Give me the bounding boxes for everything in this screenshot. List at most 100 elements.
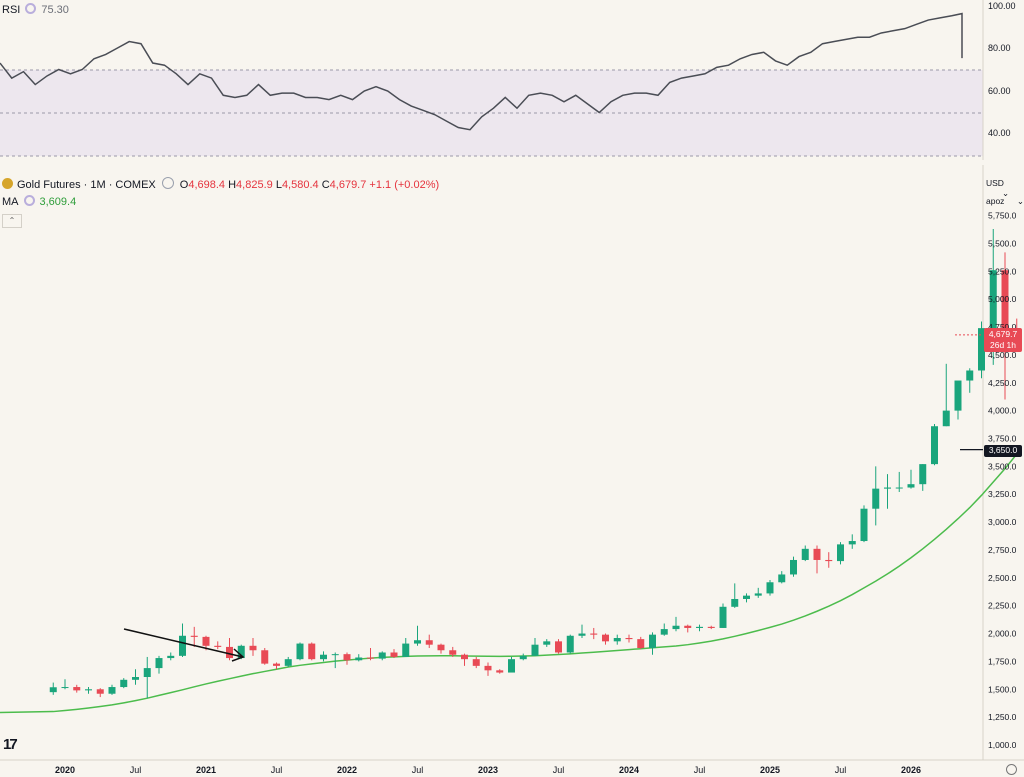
candle-body [519, 655, 527, 660]
candle [449, 646, 457, 657]
candle [931, 423, 938, 466]
candle [226, 637, 233, 661]
candle [766, 580, 774, 596]
candle [566, 634, 574, 654]
candle [484, 662, 492, 676]
candle-body [320, 654, 327, 660]
candle-body [237, 645, 245, 659]
candle [801, 545, 809, 562]
candle-body [190, 635, 198, 637]
x-tick-label: Jul [130, 765, 142, 775]
ma-line [0, 453, 1018, 714]
candle-body [378, 652, 386, 659]
ma-label: MA [2, 196, 19, 208]
y-tick-label: 3,000.0 [988, 517, 1017, 527]
candle [649, 632, 656, 655]
ohlc-change: +1.1 (+0.02%) [369, 179, 440, 191]
ohlc-open: 4,698.4 [188, 179, 226, 191]
candle [367, 648, 374, 661]
ohlc-low-label: L [275, 179, 282, 191]
candle-body [754, 593, 762, 596]
candle [848, 534, 856, 549]
candle-body [555, 641, 562, 653]
price-panel: 1,000.0 1,250.0 1,500.0 1,750.0 2,000.0 2,250… [0, 165, 1024, 775]
candle [214, 641, 222, 650]
candle [96, 688, 104, 698]
ma-value: 3,609.4 [39, 196, 77, 208]
y-tick-label: 2,000.0 [988, 629, 1017, 639]
ohlc-close-label: C [321, 179, 330, 191]
candle [343, 652, 351, 665]
scale-mode-selector[interactable]: apoz ⌄ [986, 196, 1024, 207]
candle-body [143, 668, 151, 678]
candle-body [731, 598, 739, 607]
candle-body [684, 625, 692, 628]
settings-icon[interactable] [1006, 764, 1017, 775]
trend-arrow-head[interactable] [231, 648, 245, 662]
candle [696, 624, 703, 632]
candle [707, 625, 715, 630]
candle [590, 627, 598, 640]
last-price-tag: 4,679.7 26d 1h [984, 328, 1022, 352]
rsi-tick-40: 40.00 [988, 128, 1011, 138]
symbol-title[interactable]: Gold Futures · 1M · COMEX [17, 179, 156, 191]
candle-body [566, 635, 574, 653]
candle-body [343, 654, 351, 661]
candle [966, 368, 974, 393]
candle-body [284, 659, 292, 666]
candle-body [226, 646, 233, 659]
settings-icon[interactable] [23, 195, 35, 206]
x-tick-label: Jul [553, 765, 565, 775]
tradingview-logo[interactable]: 17 [3, 736, 18, 753]
candle [61, 679, 69, 690]
level-price: 3,650.0 [988, 445, 1018, 455]
candle [860, 505, 868, 543]
candle-body [261, 650, 269, 664]
candle [273, 662, 280, 670]
candle [261, 648, 269, 665]
y-tick-label: 3,750.0 [988, 433, 1017, 443]
candle-body [96, 689, 104, 694]
x-tick-label: Jul [835, 765, 847, 775]
rsi-line [0, 12, 963, 131]
x-tick-label: Jul [694, 765, 706, 775]
collapse-legend-button[interactable]: ⌃ [2, 214, 22, 228]
candle-body [978, 328, 985, 371]
candle-body [425, 640, 433, 645]
candle [578, 624, 586, 638]
rsi-panel: 100.00 80.00 60.00 40.00 [0, 0, 1016, 160]
trend-arrow-line[interactable] [123, 628, 244, 658]
candle-body [801, 548, 809, 560]
candle-body [49, 687, 57, 693]
x-tick-label: 2025 [760, 765, 780, 775]
candle-body [543, 641, 551, 645]
candle [496, 669, 504, 674]
x-tick-label: 2024 [619, 765, 639, 775]
settings-icon[interactable] [25, 3, 37, 14]
candle-body [472, 659, 480, 666]
candle-body [931, 426, 938, 465]
x-tick-label: Jul [271, 765, 283, 775]
currency-selector[interactable]: USD ⌄ [986, 178, 1024, 199]
candle-body [884, 487, 891, 489]
candle [625, 634, 633, 643]
compare-icon[interactable] [161, 177, 174, 189]
candle [425, 634, 433, 649]
rsi-tick-60: 60.00 [988, 86, 1011, 96]
candle [602, 633, 609, 645]
candle-body [649, 634, 656, 649]
candle-body [790, 559, 797, 575]
candle [895, 471, 903, 492]
candle-body [860, 508, 868, 542]
candle-body [179, 635, 186, 656]
y-tick-label: 2,750.0 [988, 545, 1017, 555]
candle-body [848, 541, 856, 545]
candle [719, 603, 727, 628]
candle [778, 571, 786, 584]
candle [754, 587, 762, 598]
candle-body [625, 637, 633, 640]
candle [143, 656, 151, 699]
candle-body [637, 639, 645, 649]
candle-body [825, 559, 833, 562]
candle [508, 656, 515, 673]
